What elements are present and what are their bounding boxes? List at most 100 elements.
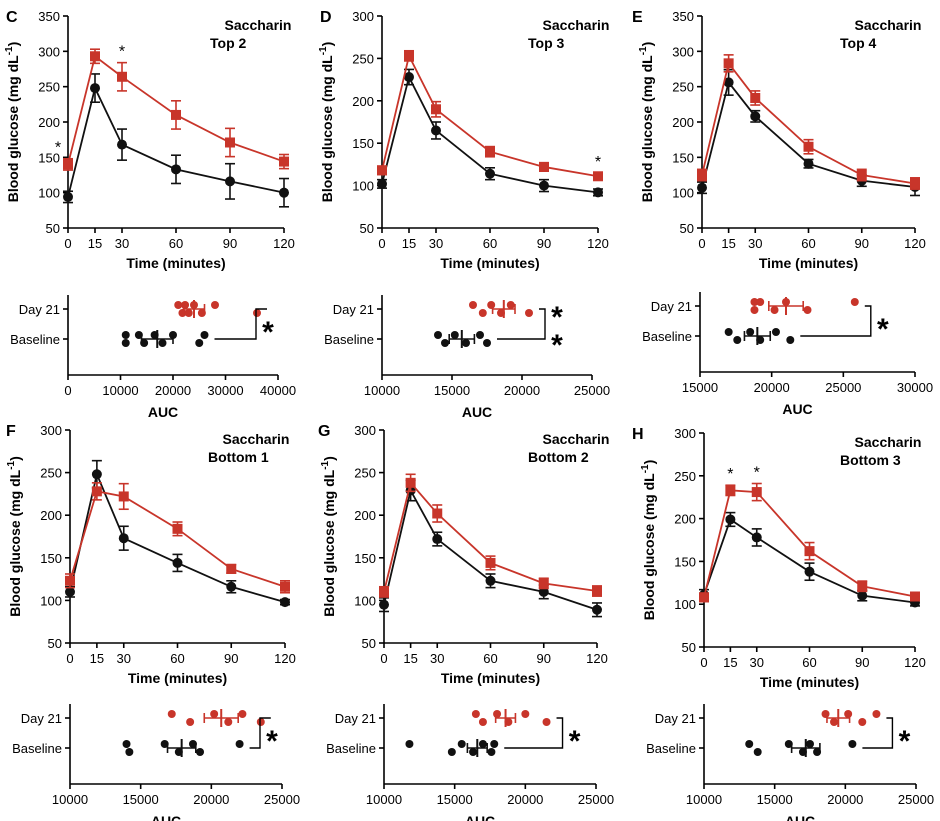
y-axis-label-sup: -1	[320, 460, 331, 469]
day21-point	[118, 491, 129, 502]
day21-point	[803, 141, 814, 152]
y-tick-label: 250	[674, 469, 696, 484]
y-axis-label-text: Blood glucose (mg dL	[641, 473, 657, 620]
auc-baseline-point	[813, 748, 822, 756]
day21-point	[804, 546, 815, 557]
auc-baseline-point	[806, 740, 814, 748]
y-axis-label: Blood glucose (mg dL-1)	[4, 42, 21, 203]
auc-day21-point	[542, 718, 551, 726]
auc-day21-point	[493, 710, 502, 718]
day21-line	[381, 53, 599, 178]
baseline-line	[383, 487, 598, 611]
day21-point	[65, 575, 75, 586]
day21-point	[485, 557, 496, 568]
auc-day21-point	[803, 306, 812, 314]
baseline-point	[171, 164, 181, 175]
baseline-point	[485, 168, 495, 179]
x-tick-label: 15	[90, 651, 104, 666]
y-tick-label: 250	[672, 80, 694, 95]
baseline-point	[432, 534, 443, 545]
y-axis-label: Blood glucose (mg dL-1)	[638, 42, 655, 203]
chart-title-line2: Top 3	[528, 35, 565, 51]
x-tick-label: 30	[748, 236, 762, 251]
auc-day21-point	[858, 718, 867, 726]
auc-significance-star: *	[569, 725, 581, 758]
auc-baseline-label: Baseline	[10, 332, 60, 347]
significance-star: *	[595, 154, 601, 171]
panel-g: G Saccharin Bottom 2 50 100 150 200 250 300 0 15 30…	[318, 423, 614, 821]
auc-baseline-point	[160, 740, 169, 748]
day21-point	[725, 485, 736, 496]
auc-baseline-point	[476, 331, 484, 339]
auc-day21-point	[770, 306, 779, 314]
x-tick-label: 90	[224, 651, 238, 666]
baseline-point	[379, 599, 389, 610]
x-axis-label: Time (minutes)	[441, 670, 540, 686]
y-tick-label: 50	[680, 221, 694, 236]
baseline-point	[65, 586, 75, 597]
x-tick-label: 60	[169, 236, 183, 251]
baseline-point	[90, 83, 100, 94]
day21-point	[63, 159, 73, 170]
auc-axis-label: AUC	[462, 404, 492, 420]
y-axis-label-close: )	[641, 460, 657, 465]
baseline-point	[279, 187, 289, 198]
baseline-point	[803, 158, 814, 169]
auc-day21-point	[750, 298, 759, 306]
y-axis-label-text: Blood glucose (mg dL	[7, 469, 23, 616]
x-tick-label: 30	[117, 651, 131, 666]
auc-day21-label: Day 21	[651, 299, 692, 314]
auc-day21-point	[238, 710, 247, 718]
auc-day21-label: Day 21	[333, 302, 374, 317]
x-tick-label: 90	[855, 236, 869, 251]
auc-day21-point	[174, 301, 183, 309]
baseline-point	[750, 111, 761, 122]
y-axis-label-text: Blood glucose (mg dL	[5, 55, 21, 202]
auc-axis-label: AUC	[782, 401, 812, 417]
auc-axis-label: AUC	[151, 813, 181, 821]
auc-baseline-point	[450, 331, 459, 339]
baseline-point	[226, 581, 237, 592]
day21-point	[485, 146, 495, 157]
y-tick-label: 200	[354, 508, 376, 523]
panel-label: D	[320, 9, 332, 26]
y-tick-label: 350	[38, 9, 60, 24]
y-tick-label: 300	[672, 44, 694, 59]
y-axis-label: Blood glucose (mg dL-1)	[640, 460, 657, 621]
auc-baseline-point	[462, 339, 470, 347]
auc-baseline-point	[784, 740, 793, 748]
y-tick-label: 150	[674, 554, 696, 569]
day21-point	[279, 156, 289, 167]
day21-point	[592, 586, 602, 597]
auc-baseline-point	[457, 740, 466, 748]
y-tick-label: 300	[674, 426, 696, 441]
auc-axis-label: AUC	[785, 813, 815, 821]
auc-significance-bracket	[214, 308, 267, 340]
x-tick-label: 0	[378, 236, 385, 251]
auc-day21-point	[756, 298, 765, 306]
y-tick-label: 100	[38, 186, 60, 201]
day21-point	[280, 581, 290, 592]
y-tick-label: 50	[46, 221, 60, 236]
x-tick-label: 0	[64, 236, 71, 251]
panel-e: E Saccharin Top 4 50 100 150 200 250 300 350 0 15 30…	[632, 9, 933, 417]
auc-baseline-label: Baseline	[12, 741, 62, 756]
auc-x-tick-label: 15000	[757, 792, 793, 807]
y-tick-label: 100	[352, 179, 374, 194]
x-tick-label: 0	[66, 651, 73, 666]
y-axis-label-sup: -1	[6, 460, 17, 469]
baseline-point	[431, 125, 441, 136]
y-axis-label-sup: -1	[4, 46, 15, 55]
x-axis-label: Time (minutes)	[440, 255, 539, 271]
y-tick-label: 250	[352, 51, 374, 66]
y-tick-label: 50	[362, 636, 376, 651]
auc-baseline-point	[786, 336, 795, 344]
y-tick-label: 250	[40, 466, 62, 481]
auc-x-tick-label: 25000	[825, 380, 861, 395]
auc-baseline-point	[447, 748, 456, 756]
day21-line	[67, 54, 285, 165]
x-tick-label: 0	[380, 651, 387, 666]
chart-title-line1: Saccharin	[543, 431, 610, 447]
day21-point	[226, 563, 237, 574]
auc-x-tick-label: 10000	[52, 792, 88, 807]
